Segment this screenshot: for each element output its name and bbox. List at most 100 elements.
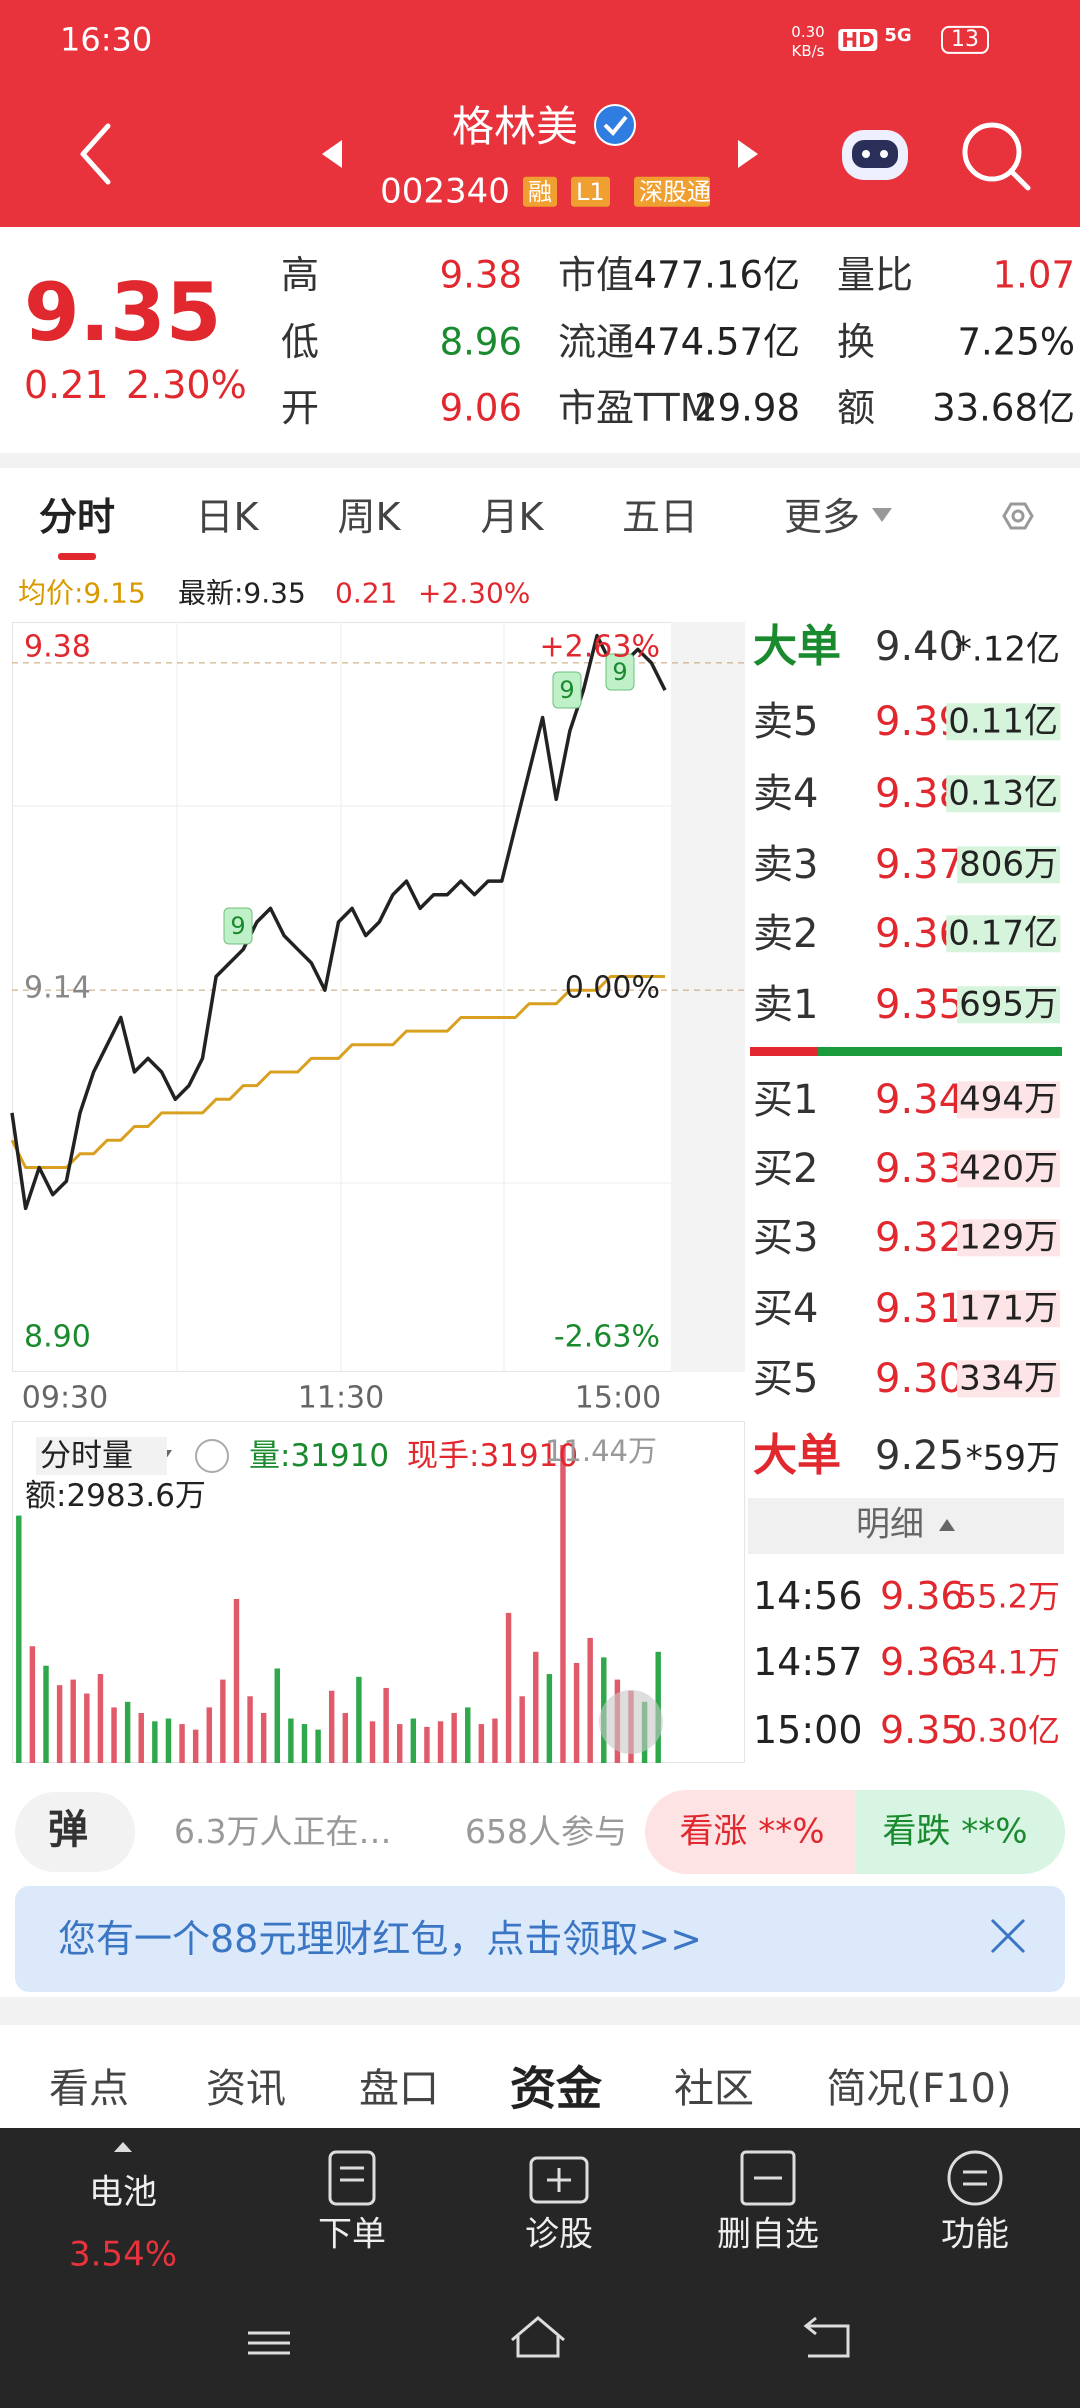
section-tab[interactable]: 简况(F10) [826,2066,1012,2112]
volume-selector[interactable]: 分时量 [36,1436,167,1476]
volume-bar [424,1726,430,1763]
search-icon[interactable] [962,122,1022,182]
stock-tag: 融 [523,176,557,208]
stat-label: 低 [281,320,320,365]
volume-bar [70,1679,76,1763]
next-arrow[interactable] [738,140,758,168]
signal-label: 9 [559,675,575,704]
volume-bar [315,1729,321,1763]
stat-value: 7.25% [957,320,1075,364]
status-speed: KB/s [791,41,825,60]
book-volume: 420万 [957,1148,1060,1189]
nav-label[interactable]: 删自选 [717,2214,819,2255]
status-network: 5G [884,25,912,47]
nav-label[interactable]: 电池 [89,2172,157,2213]
book-price: 9.34 [875,1077,965,1123]
section-tab[interactable]: 资讯 [206,2066,286,2112]
pct-label: 0.00% [564,970,660,1006]
chart-tab[interactable]: 月K [480,495,544,540]
status-battery: 13 [941,25,989,55]
chart-tab[interactable]: 日K [195,495,259,540]
volume-bar [546,1674,553,1763]
volume-bar [301,1724,308,1763]
big-order-amount: *59万 [965,1438,1060,1479]
section-tab[interactable]: 社区 [674,2066,754,2112]
detail-title[interactable]: 明细 [856,1504,924,1545]
volume-bar [179,1724,185,1763]
volume-bar [573,1662,580,1763]
back-icon[interactable] [80,123,111,185]
after-hours-area [671,622,745,1372]
book-volume: 129万 [957,1217,1060,1258]
verified-badge [603,115,628,136]
banner-bg[interactable] [15,1886,1065,1992]
detail-bg [748,1498,1064,1554]
trade-volume: 0.30亿 [956,1711,1060,1750]
volume-bar [274,1668,281,1763]
nav-label[interactable]: 功能 [941,2214,1009,2255]
avg-price: 均价:9.15 [18,576,146,610]
big-order-amount: *.12亿 [954,629,1060,670]
stat-label: 高 [281,253,320,298]
book-price: 9.31 [875,1286,965,1332]
chart-tab[interactable]: 周K [337,495,401,540]
volume-bar [111,1707,117,1763]
book-divider [750,1047,818,1056]
volume-bar [505,1612,512,1763]
volume-bar [43,1665,49,1763]
help-icon [195,1439,229,1473]
chart-tab[interactable]: 更多 [783,495,861,540]
bullet-button[interactable] [15,1792,135,1872]
section-tab[interactable]: 盘口 [359,2066,439,2112]
y-tick-label: 9.38 [24,629,91,665]
signal-badge [223,907,253,945]
book-price: 9.33 [875,1146,965,1192]
trade-price: 9.35 [880,1708,965,1753]
bullet-icon[interactable]: 弹 [48,1807,88,1853]
volume-bar [437,1721,444,1763]
trade-volume: 55.2万 [956,1577,1060,1616]
robot-icon[interactable] [842,130,908,180]
x-tick-label: 15:00 [574,1380,662,1416]
vote-up-label[interactable]: 看涨 **% [679,1811,825,1852]
stat-label: 市盈TTM [558,386,713,431]
book-label: 买5 [753,1356,819,1402]
chart-tab[interactable]: 分时 [38,495,116,540]
book-volume: 334万 [957,1358,1060,1399]
banner-text[interactable]: 您有一个88元理财红包，点击领取>> [58,1917,703,1962]
vote-down-label[interactable]: 看跌 **% [882,1811,1028,1852]
volume-bar [220,1679,226,1763]
signal-badge [552,671,582,709]
section-tab[interactable]: 看点 [49,2066,129,2112]
nav-label[interactable]: 诊股 [525,2214,593,2255]
close-icon[interactable] [990,1918,1026,1954]
avg-line [10,975,665,1169]
volume-bar [369,1721,376,1763]
book-label: 买1 [753,1077,819,1123]
vote-up[interactable] [645,1790,856,1874]
book-label: 卖3 [753,842,819,888]
book-label: 卖4 [753,771,819,817]
volume-bar [533,1651,539,1763]
volume-bar [396,1724,403,1763]
nav-label[interactable]: 下单 [318,2214,386,2255]
vote-down[interactable] [856,1790,1065,1874]
volume-bar [16,1515,22,1763]
settings-icon[interactable] [1002,502,1034,530]
chart-tab[interactable]: 五日 [621,495,699,540]
latest-pct: +2.30% [418,576,531,610]
volume-bar [492,1718,498,1763]
volume-bar [478,1724,485,1763]
y-tick-label: 8.90 [24,1319,91,1355]
prev-arrow[interactable] [322,140,342,168]
more-arrow [872,508,892,522]
big-order-price: 9.40 [875,624,965,670]
volume-bar [233,1598,240,1763]
search-icon[interactable] [1008,168,1031,191]
status-hd: HD [838,29,878,51]
section-tab[interactable]: 资金 [510,2061,602,2116]
nav-icons[interactable] [248,2150,1003,2358]
volume-bar [587,1637,593,1763]
volume-bar [152,1721,158,1763]
expand-icon[interactable] [114,2142,132,2152]
